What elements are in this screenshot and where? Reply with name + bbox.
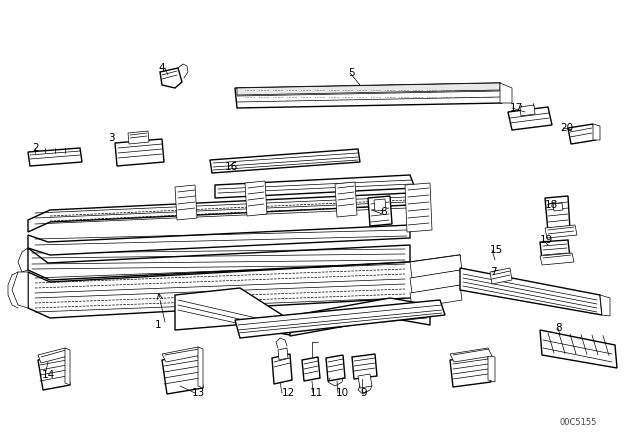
Text: 20: 20: [560, 123, 573, 133]
Polygon shape: [28, 193, 410, 232]
Polygon shape: [460, 268, 602, 315]
Polygon shape: [215, 175, 415, 198]
Text: 11: 11: [310, 388, 323, 398]
Polygon shape: [290, 298, 430, 336]
Polygon shape: [335, 182, 357, 217]
Polygon shape: [162, 347, 202, 362]
Polygon shape: [593, 124, 600, 140]
Text: 15: 15: [490, 245, 503, 255]
Polygon shape: [128, 131, 149, 144]
Polygon shape: [540, 330, 617, 368]
Text: 7: 7: [490, 267, 497, 277]
Text: 6: 6: [380, 207, 387, 217]
Polygon shape: [38, 355, 70, 390]
Text: 2: 2: [32, 143, 38, 153]
Polygon shape: [374, 199, 386, 211]
Polygon shape: [245, 181, 267, 216]
Polygon shape: [490, 268, 512, 284]
Polygon shape: [278, 348, 288, 360]
Polygon shape: [210, 149, 360, 173]
Text: 4: 4: [158, 63, 164, 73]
Polygon shape: [326, 355, 345, 381]
Polygon shape: [488, 355, 495, 382]
Polygon shape: [410, 270, 462, 293]
Polygon shape: [520, 105, 535, 116]
Polygon shape: [12, 272, 28, 308]
Polygon shape: [352, 354, 377, 379]
Polygon shape: [28, 225, 410, 255]
Polygon shape: [410, 255, 462, 278]
Polygon shape: [410, 285, 462, 308]
Text: 19: 19: [540, 235, 553, 245]
Polygon shape: [545, 225, 577, 238]
Text: 8: 8: [555, 323, 562, 333]
Polygon shape: [115, 139, 164, 166]
Text: 14: 14: [42, 370, 55, 380]
Polygon shape: [237, 83, 500, 95]
Polygon shape: [28, 148, 82, 166]
Polygon shape: [28, 255, 460, 318]
Polygon shape: [358, 374, 372, 388]
Text: 5: 5: [348, 68, 355, 78]
Polygon shape: [235, 83, 502, 108]
Polygon shape: [368, 196, 392, 226]
Polygon shape: [540, 253, 574, 265]
Polygon shape: [553, 203, 563, 211]
Text: 9: 9: [360, 388, 367, 398]
Polygon shape: [500, 83, 512, 103]
Polygon shape: [540, 240, 570, 260]
Text: 00C5155: 00C5155: [560, 418, 597, 426]
Polygon shape: [568, 124, 596, 144]
Text: 1: 1: [155, 320, 162, 330]
Polygon shape: [272, 354, 292, 384]
Polygon shape: [600, 295, 610, 316]
Polygon shape: [405, 183, 432, 232]
Polygon shape: [65, 348, 70, 385]
Polygon shape: [450, 348, 492, 362]
Text: 3: 3: [108, 133, 115, 143]
Polygon shape: [508, 107, 552, 130]
Polygon shape: [198, 347, 203, 388]
Polygon shape: [235, 300, 445, 338]
Polygon shape: [175, 185, 197, 220]
Text: 16: 16: [225, 162, 238, 172]
Polygon shape: [450, 355, 491, 387]
Text: 18: 18: [545, 200, 558, 210]
Polygon shape: [162, 354, 203, 394]
Text: 17: 17: [510, 103, 524, 113]
Polygon shape: [175, 288, 290, 335]
Polygon shape: [160, 68, 182, 88]
Text: 13: 13: [192, 388, 205, 398]
Polygon shape: [545, 196, 570, 232]
Text: 10: 10: [336, 388, 349, 398]
Polygon shape: [28, 245, 410, 280]
Polygon shape: [302, 357, 320, 381]
Text: 12: 12: [282, 388, 295, 398]
Polygon shape: [38, 348, 68, 363]
